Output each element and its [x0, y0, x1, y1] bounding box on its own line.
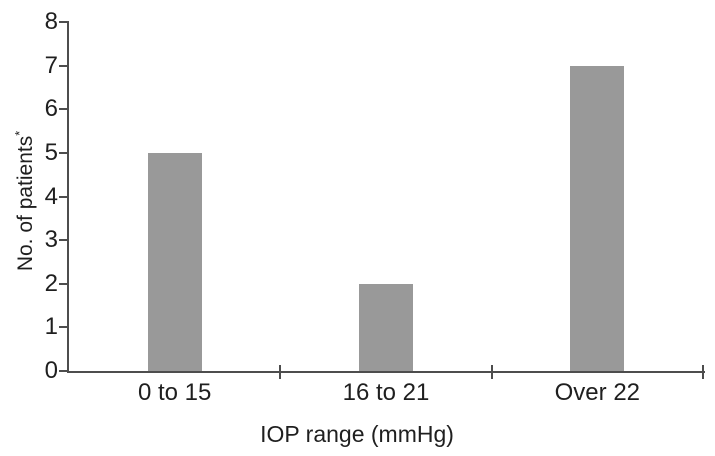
y-tick — [59, 108, 69, 111]
y-axis-label-asterisk: * — [13, 130, 27, 136]
y-tick-label: 4 — [44, 182, 58, 210]
x-category-label: 0 to 15 — [137, 379, 212, 406]
x-category-label: 16 to 21 — [342, 379, 430, 406]
x-tick — [490, 365, 493, 379]
y-axis-line — [67, 22, 69, 373]
y-tick — [59, 326, 69, 329]
y-tick — [59, 282, 69, 285]
x-axis-label: IOP range (mmHg) — [260, 421, 454, 447]
x-category-label: Over 22 — [554, 379, 641, 406]
y-tick-label: 7 — [44, 51, 58, 79]
y-tick — [59, 239, 69, 242]
y-tick-label: 1 — [44, 313, 58, 341]
bar-over-22 — [570, 65, 625, 371]
x-axis-line — [67, 371, 705, 373]
y-tick — [59, 21, 69, 23]
x-tick — [702, 365, 704, 379]
bar-0-to-15 — [147, 152, 202, 371]
y-tick-label: 0 — [44, 357, 58, 384]
y-tick-label: 3 — [44, 226, 58, 254]
y-tick — [59, 195, 69, 198]
y-tick-label: 5 — [44, 138, 58, 166]
y-tick — [59, 370, 69, 372]
y-tick-label: 6 — [44, 95, 58, 123]
x-tick — [279, 365, 282, 379]
y-tick-label: 2 — [44, 269, 58, 297]
bar-16-to-21 — [359, 283, 413, 371]
y-tick — [59, 151, 69, 154]
y-tick — [59, 64, 69, 67]
y-tick-label: 8 — [44, 8, 58, 35]
